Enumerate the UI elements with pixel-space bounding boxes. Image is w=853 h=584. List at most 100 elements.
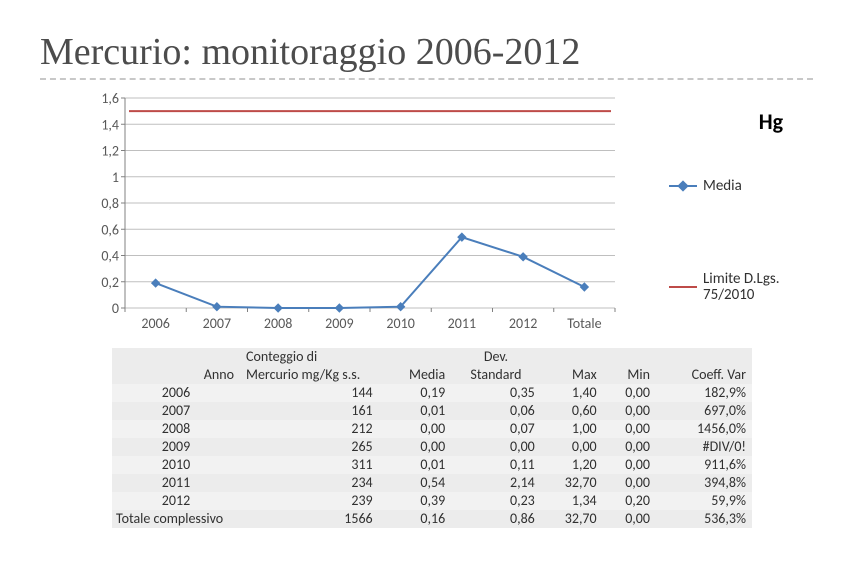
table-row: 20061440,190,351,400,00182,9% xyxy=(112,384,752,402)
table-cell: 0,00 xyxy=(603,510,656,528)
svg-text:1: 1 xyxy=(112,169,119,186)
table-cell: 234 xyxy=(240,474,379,492)
col-header-cv: Coeff. Var xyxy=(656,348,752,384)
table-cell: 0,00 xyxy=(379,438,452,456)
table-cell: 2011 xyxy=(112,474,240,492)
table-cell: 239 xyxy=(240,492,379,510)
table-cell: 0,00 xyxy=(603,384,656,402)
table-cell: 0,39 xyxy=(379,492,452,510)
table-cell: 0,01 xyxy=(379,402,452,420)
table-cell: 0,00 xyxy=(603,456,656,474)
table-cell: 1566 xyxy=(240,510,379,528)
table-cell: 0,86 xyxy=(451,510,541,528)
col-header-conteggio: Conteggio di Mercurio mg/Kg s.s. xyxy=(240,348,379,384)
table-cell: 0,00 xyxy=(379,420,452,438)
col-header-anno: Anno xyxy=(112,348,240,384)
legend-label: Limite D.Lgs. 75/2010 xyxy=(703,271,813,303)
svg-text:2008: 2008 xyxy=(264,315,292,332)
svg-text:1,2: 1,2 xyxy=(101,143,119,160)
table-cell: 1456,0% xyxy=(656,420,752,438)
table-body: 20061440,190,351,400,00182,9%20071610,01… xyxy=(112,384,752,528)
legend-item-limit: Limite D.Lgs. 75/2010 xyxy=(669,271,813,303)
col-header-media: Media xyxy=(379,348,452,384)
svg-text:1,6: 1,6 xyxy=(101,92,119,107)
table-cell: 32,70 xyxy=(541,474,603,492)
svg-text:0,2: 0,2 xyxy=(101,274,119,291)
table-cell: 2007 xyxy=(112,402,240,420)
table-cell: 1,00 xyxy=(541,420,603,438)
table-cell: 161 xyxy=(240,402,379,420)
table-cell: 265 xyxy=(240,438,379,456)
svg-text:Totale: Totale xyxy=(567,315,601,332)
table-cell: 0,16 xyxy=(379,510,452,528)
table-cell: 1,34 xyxy=(541,492,603,510)
table-cell: 0,06 xyxy=(451,402,541,420)
table-cell: 2008 xyxy=(112,420,240,438)
table-cell: 311 xyxy=(240,456,379,474)
svg-text:2009: 2009 xyxy=(325,315,353,332)
table-cell: 394,8% xyxy=(656,474,752,492)
chart-title: Hg xyxy=(759,108,783,135)
table-cell: 0,00 xyxy=(603,420,656,438)
svg-text:2007: 2007 xyxy=(203,315,231,332)
svg-text:0,6: 0,6 xyxy=(101,221,119,238)
table-cell: #DIV/0! xyxy=(656,438,752,456)
table-cell: 32,70 xyxy=(541,510,603,528)
table-cell: 59,9% xyxy=(656,492,752,510)
table-cell: 536,3% xyxy=(656,510,752,528)
table-cell: 0,20 xyxy=(603,492,656,510)
table-cell: 1,40 xyxy=(541,384,603,402)
table-cell: 2012 xyxy=(112,492,240,510)
svg-text:1,4: 1,4 xyxy=(101,116,119,133)
table-cell: 0,00 xyxy=(603,438,656,456)
table-row: 20103110,010,111,200,00911,6% xyxy=(112,456,752,474)
svg-text:0,4: 0,4 xyxy=(101,248,119,265)
col-header-min: Min xyxy=(603,348,656,384)
legend-item-media: Media xyxy=(669,177,813,195)
table-row: 20082120,000,071,000,001456,0% xyxy=(112,420,752,438)
table-cell: 911,6% xyxy=(656,456,752,474)
data-table-region: Anno Conteggio di Mercurio mg/Kg s.s. Me… xyxy=(112,348,773,528)
page-title: Mercurio: monitoraggio 2006-2012 xyxy=(40,30,813,74)
col-header-max: Max xyxy=(541,348,603,384)
table-row: Totale complessivo15660,160,8632,700,005… xyxy=(112,510,752,528)
table-cell: 697,0% xyxy=(656,402,752,420)
svg-text:2011: 2011 xyxy=(448,315,476,332)
table-row: 20071610,010,060,600,00697,0% xyxy=(112,402,752,420)
legend-swatch-limit xyxy=(669,286,697,288)
table-cell: 144 xyxy=(240,384,379,402)
table-cell: 2010 xyxy=(112,456,240,474)
col-header-dev: Dev. Standard xyxy=(451,348,541,384)
svg-text:0,8: 0,8 xyxy=(101,195,119,212)
table-cell: 0,00 xyxy=(603,474,656,492)
table-cell: 0,00 xyxy=(603,402,656,420)
table-cell: 0,35 xyxy=(451,384,541,402)
svg-text:2006: 2006 xyxy=(141,315,169,332)
table-cell: 1,20 xyxy=(541,456,603,474)
slide: Mercurio: monitoraggio 2006-2012 0 0,2 0,4… xyxy=(0,0,853,528)
table-cell: 0,07 xyxy=(451,420,541,438)
legend-swatch-media xyxy=(669,185,697,187)
svg-text:2010: 2010 xyxy=(386,315,414,332)
data-table: Anno Conteggio di Mercurio mg/Kg s.s. Me… xyxy=(112,348,752,528)
table-cell: 0,00 xyxy=(541,438,603,456)
line-chart: 0 0,2 0,4 0,6 0,8 1 1,2 1,4 1,6 2006 2007 2008 2009 2… xyxy=(80,92,623,338)
table-cell: 0,19 xyxy=(379,384,452,402)
table-header-row: Anno Conteggio di Mercurio mg/Kg s.s. Me… xyxy=(112,348,752,384)
table-row: 20092650,000,000,000,00#DIV/0! xyxy=(112,438,752,456)
table-cell: 0,54 xyxy=(379,474,452,492)
table-cell: 0,00 xyxy=(451,438,541,456)
table-cell: 182,9% xyxy=(656,384,752,402)
table-cell: 0,11 xyxy=(451,456,541,474)
chart-region: 0 0,2 0,4 0,6 0,8 1 1,2 1,4 1,6 2006 2007 2008 2009 2… xyxy=(80,92,813,346)
title-divider xyxy=(40,78,813,80)
table-cell: 2,14 xyxy=(451,474,541,492)
svg-text:0: 0 xyxy=(112,300,119,317)
table-cell: 0,60 xyxy=(541,402,603,420)
table-cell: Totale complessivo xyxy=(112,510,240,528)
table-row: 20122390,390,231,340,2059,9% xyxy=(112,492,752,510)
table-row: 20112340,542,1432,700,00394,8% xyxy=(112,474,752,492)
table-cell: 0,01 xyxy=(379,456,452,474)
table-cell: 0,23 xyxy=(451,492,541,510)
legend-label: Media xyxy=(703,177,742,195)
